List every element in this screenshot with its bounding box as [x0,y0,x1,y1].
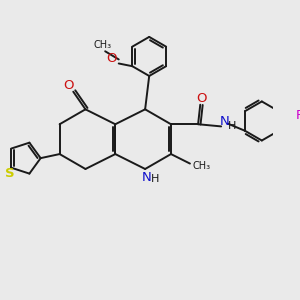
Text: H: H [150,174,159,184]
Text: O: O [106,52,116,64]
Text: S: S [5,167,15,180]
Text: CH₃: CH₃ [93,40,112,50]
Text: F: F [296,109,300,122]
Text: N: N [220,115,229,128]
Text: O: O [63,79,74,92]
Text: N: N [142,171,152,184]
Text: O: O [196,92,207,105]
Text: CH₃: CH₃ [192,161,210,171]
Text: H: H [228,121,236,130]
